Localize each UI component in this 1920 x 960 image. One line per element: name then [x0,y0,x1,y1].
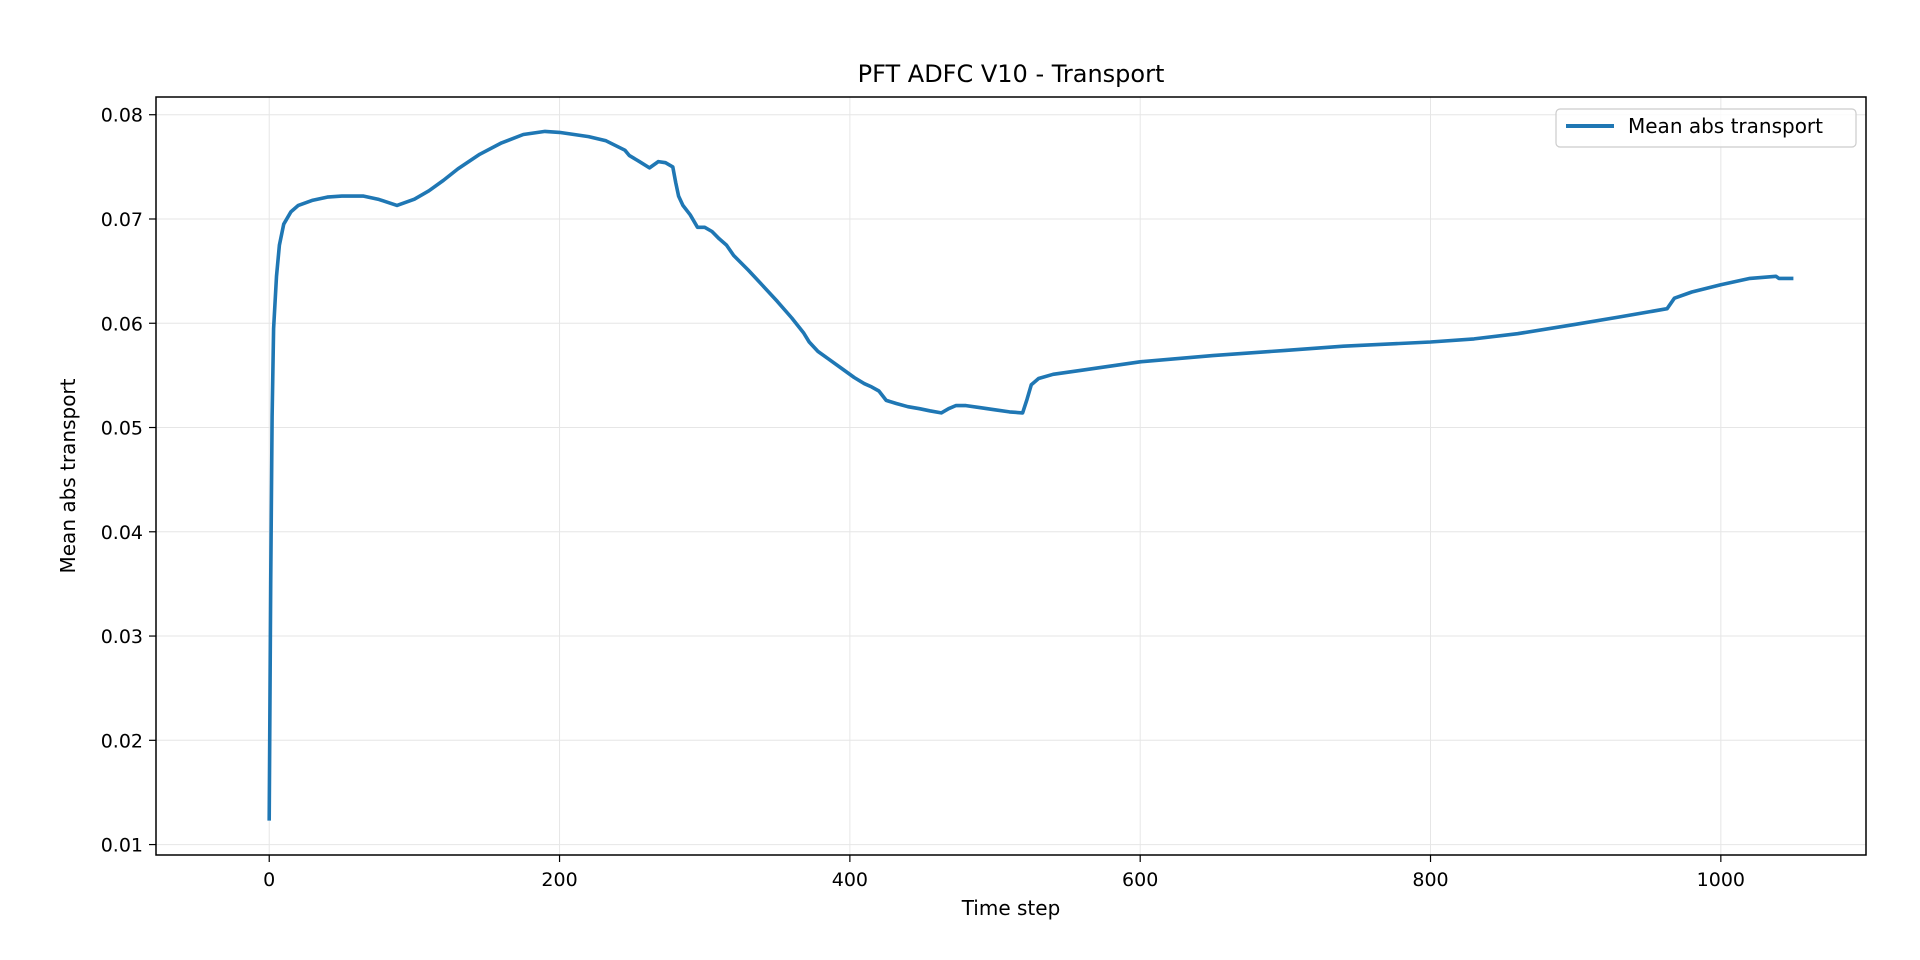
x-tick-label: 400 [832,869,868,891]
y-tick-label: 0.05 [101,418,143,440]
y-tick-label: 0.07 [101,209,143,231]
series-line [267,129,1794,821]
chart-title: PFT ADFC V10 - Transport [858,60,1165,88]
y-axis-label: Mean abs transport [56,378,80,573]
y-tick-label: 0.01 [101,835,143,857]
x-tick-label: 600 [1122,869,1158,891]
x-tick-label: 0 [263,869,275,891]
x-axis-label: Time step [961,896,1061,920]
y-tick-label: 0.06 [101,313,143,335]
x-tick-label: 1000 [1697,869,1745,891]
series-layer [267,129,1794,821]
x-tick-label: 200 [541,869,577,891]
grid [156,97,1866,855]
plot-frame [155,96,1867,856]
y-tick-label: 0.04 [101,522,143,544]
legend: Mean abs transport [1555,108,1857,148]
legend-label: Mean abs transport [1628,114,1823,138]
y-tick-label: 0.03 [101,626,143,648]
legend-box [1555,108,1857,148]
y-tick-label: 0.08 [101,105,143,127]
x-tick-label: 800 [1412,869,1448,891]
axis-ticks: 0 200 400 600 800 1000 0.01 0.02 0.03 0.04 0.05 0.0… [101,105,1745,891]
y-tick-label: 0.02 [101,730,143,752]
